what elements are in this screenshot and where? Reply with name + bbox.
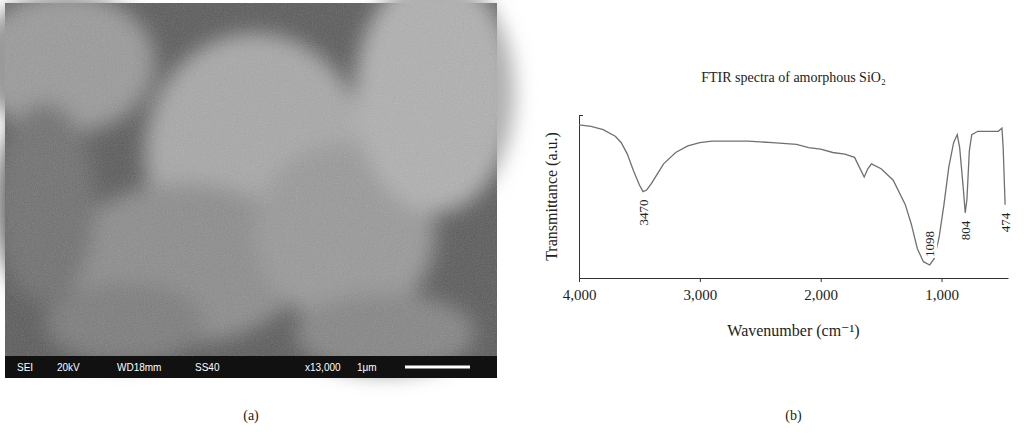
peak-label: 1098 bbox=[922, 231, 937, 257]
tick-mark bbox=[579, 115, 583, 116]
x-axis-title: Wavenumber (cm⁻¹) bbox=[727, 322, 859, 340]
micrograph: SEI 20kV WD18mm SS40 x13,000 1μm bbox=[0, 0, 515, 378]
tick-label: 2,000 bbox=[804, 287, 838, 303]
peak-label: 3470 bbox=[636, 200, 651, 226]
info-text: 1μm bbox=[357, 362, 377, 373]
info-bar bbox=[5, 356, 497, 378]
tick-label: 3,000 bbox=[683, 287, 717, 303]
tick-mark bbox=[821, 278, 822, 282]
tick-label: 4,000 bbox=[563, 287, 597, 303]
tick-mark bbox=[942, 278, 943, 282]
spectrum-line bbox=[579, 125, 1005, 265]
tick-mark bbox=[700, 278, 701, 282]
info-text: WD18mm bbox=[117, 362, 161, 373]
axis-line bbox=[580, 278, 1009, 279]
y-tick bbox=[579, 278, 583, 279]
plot-area bbox=[579, 125, 1005, 265]
label-patch bbox=[958, 219, 973, 241]
label-patch bbox=[922, 230, 937, 258]
info-text: 20kV bbox=[57, 362, 80, 373]
y-axis bbox=[579, 116, 583, 279]
panel-label: (b) bbox=[785, 408, 802, 424]
figure: SEI 20kV WD18mm SS40 x13,000 1μm (a) 4,000 3,000… bbox=[0, 0, 1027, 434]
y-tick bbox=[579, 115, 583, 116]
y-axis-title: Transmittance (a.u.) bbox=[543, 132, 561, 261]
micrograph-noise bbox=[5, 3, 497, 378]
label-patch bbox=[998, 211, 1013, 233]
x-axis: 4,000 3,000 2,000 1,000 bbox=[563, 278, 1009, 303]
x-tick: 2,000 bbox=[804, 278, 838, 303]
info-text: SEI bbox=[17, 362, 33, 373]
chart-title: FTIR spectra of amorphous SiO₂ bbox=[701, 70, 886, 85]
label-patch bbox=[636, 199, 651, 227]
info-text: x13,000 bbox=[305, 362, 341, 373]
annotations: 3470 1098 804 474 bbox=[636, 199, 1013, 258]
peak-label: 474 bbox=[998, 212, 1013, 232]
x-tick: 1,000 bbox=[925, 278, 959, 303]
scale-bar bbox=[405, 366, 470, 369]
tick-label: 1,000 bbox=[925, 287, 959, 303]
micrograph-ground bbox=[5, 3, 497, 378]
info-text: SS40 bbox=[195, 362, 220, 373]
x-tick: 4,000 bbox=[563, 278, 597, 303]
x-tick: 3,000 bbox=[683, 278, 717, 303]
panel-label: (a) bbox=[243, 408, 259, 424]
tick-mark bbox=[579, 278, 583, 279]
axis-line bbox=[579, 116, 580, 279]
peak-label: 804 bbox=[958, 220, 973, 240]
